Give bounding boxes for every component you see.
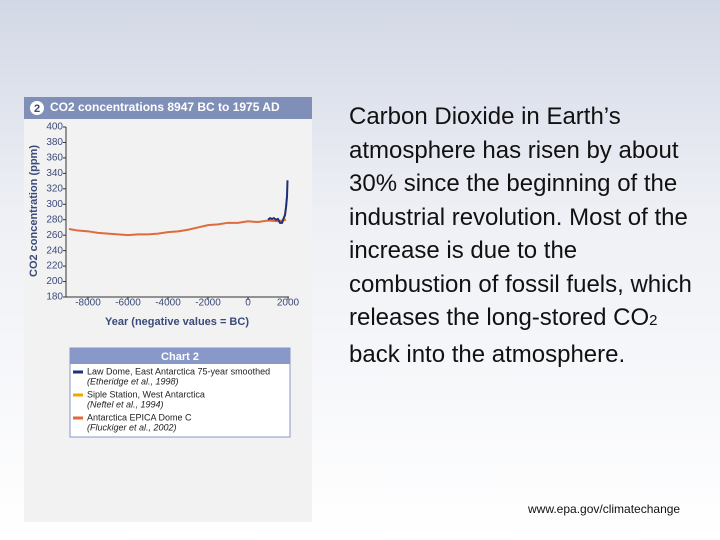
x-tick-label: -8000	[75, 298, 101, 309]
body-text-part: back into the atmosphere.	[349, 340, 626, 368]
source: www.epa.gov/climatechange	[528, 502, 681, 516]
y-tick-label: 240	[46, 245, 63, 256]
title-bar	[24, 97, 312, 119]
y-tick-label: 300	[46, 199, 63, 210]
badge-text: 2	[34, 103, 40, 115]
x-axis-label: Year (negative values = BC)	[105, 316, 249, 328]
y-tick-label: 360	[46, 153, 63, 164]
chart-panel	[24, 97, 312, 522]
y-tick-label: 320	[46, 183, 63, 194]
y-tick-label: 280	[46, 214, 63, 225]
legend-citation: (Neftel et al., 1994)	[87, 399, 164, 409]
series-line	[68, 218, 287, 237]
legend-title: Chart 2	[161, 351, 199, 363]
y-tick-label: 380	[46, 137, 63, 148]
y-tick-label: 400	[46, 122, 63, 133]
series-line	[267, 180, 289, 224]
x-tick-label: 2000	[277, 298, 300, 309]
body-subscript: 2	[649, 312, 658, 329]
x-tick-label: -2000	[195, 298, 221, 309]
legend-citation: (Etheridge et al., 1998)	[87, 376, 179, 386]
legend-label: Antarctica EPICA Dome C	[87, 412, 192, 422]
badge	[30, 101, 44, 115]
y-tick-label: 180	[46, 292, 63, 303]
legend-label: Law Dome, East Antarctica 75-year smooth…	[87, 366, 270, 376]
legend-header	[70, 348, 290, 364]
body-text: Carbon Dioxide in Earth’s atmosphere has…	[349, 100, 694, 371]
y-tick-label: 260	[46, 230, 63, 241]
body-text-part: Carbon Dioxide in Earth’s atmosphere has…	[349, 103, 692, 331]
legend-citation: (Fluckiger et al., 2002)	[87, 422, 177, 432]
y-axis-label: CO2 concentration (ppm)	[28, 145, 40, 277]
x-tick-label: -4000	[155, 298, 181, 309]
y-tick-label: 340	[46, 168, 63, 179]
legend-label: Siple Station, West Antarctica	[87, 389, 205, 399]
chart-title: CO2 concentrations 8947 BC to 1975 AD	[50, 100, 280, 114]
y-tick-label: 200	[46, 276, 63, 287]
y-tick-label: 220	[46, 261, 63, 272]
x-tick-label: 0	[245, 298, 251, 309]
x-tick-label: -6000	[115, 298, 141, 309]
